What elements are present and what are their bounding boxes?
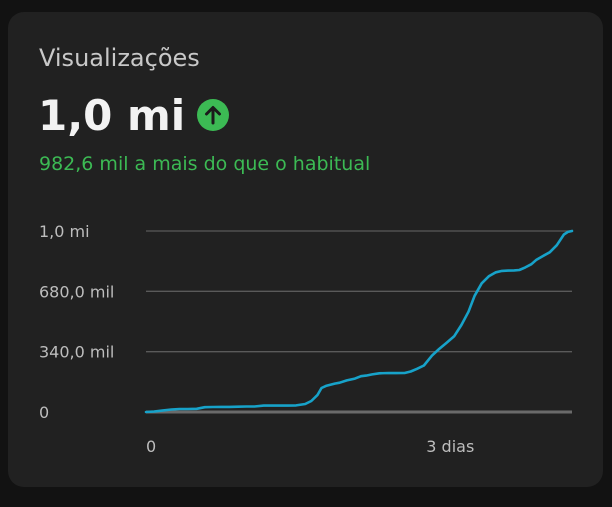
y-tick-label: 680,0 mil [39,282,114,301]
chart-series [144,229,574,414]
y-axis-ticks: 0 340,0 mil 680,0 mil 1,0 mi [39,222,114,422]
x-tick-label: 0 [146,437,156,456]
y-tick-label: 340,0 mil [39,343,114,362]
y-tick-label: 1,0 mi [39,222,90,241]
x-tick-label: 3 dias [426,437,474,456]
arrow-up-circle-icon [197,99,230,131]
y-tick-label: 0 [39,403,49,422]
x-axis-ticks: 0 3 dias [146,437,474,456]
metric-row: 1,0 mi [38,90,230,140]
metric-value: 1,0 mi [38,90,186,140]
views-card: Visualizações 1,0 mi 982,6 mil a mais do… [8,12,603,487]
comparison-text: 982,6 mil a mais do que o habitual [39,153,371,175]
chart-gridlines [146,230,572,414]
card-title: Visualizações [39,44,200,72]
series-line [144,229,574,414]
